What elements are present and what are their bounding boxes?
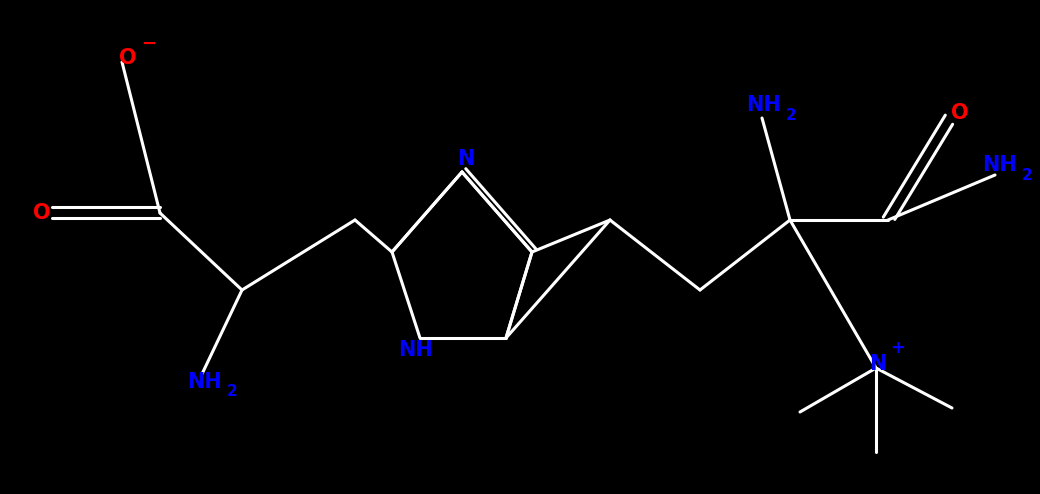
Text: NH: NH (187, 372, 223, 392)
Text: NH: NH (747, 95, 781, 115)
Text: 2: 2 (785, 108, 797, 123)
Text: O: O (33, 203, 51, 223)
Text: O: O (120, 48, 137, 68)
Text: 2: 2 (1021, 167, 1033, 182)
Text: NH: NH (983, 155, 1017, 175)
Text: +: + (890, 339, 906, 357)
Text: −: − (141, 35, 157, 53)
Text: O: O (952, 103, 969, 123)
Text: N: N (869, 354, 887, 374)
Text: NH: NH (398, 340, 434, 360)
Text: N: N (458, 149, 474, 169)
Text: 2: 2 (227, 384, 237, 400)
